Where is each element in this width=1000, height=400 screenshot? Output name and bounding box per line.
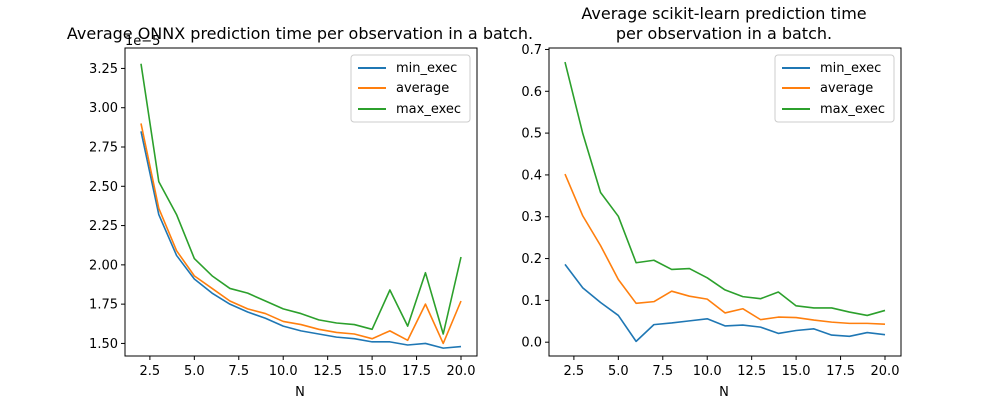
onnx-legend-box xyxy=(350,54,471,123)
onnx-chart-title: Average ONNX prediction time per observa… xyxy=(67,24,533,43)
onnx-y-tick-label: 2.00 xyxy=(89,258,118,273)
sklearn-legend-average-label: average xyxy=(820,81,873,96)
onnx-x-tick-label: 17.5 xyxy=(402,364,431,379)
sklearn-plot-frame xyxy=(548,47,902,357)
onnx-x-axis-label: N xyxy=(295,385,305,400)
sklearn-y-tick-label: 0.3 xyxy=(521,210,542,225)
sklearn-chart-title-line-2: per observation in a batch. xyxy=(616,24,832,43)
onnx-y-tick-label: 2.25 xyxy=(89,219,118,234)
sklearn-legend: min_exec average max_exec xyxy=(774,54,895,123)
sklearn-y-tick-label: 0.7 xyxy=(521,43,542,58)
onnx-y-offset-label: 1e−5 xyxy=(125,34,160,49)
onnx-plot-frame xyxy=(124,47,478,357)
sklearn-series-average-line xyxy=(564,173,886,326)
onnx-x-tick-label: 15.0 xyxy=(358,364,387,379)
sklearn-x-tick-label: 7.5 xyxy=(652,364,673,379)
onnx-y-tick-label: 1.50 xyxy=(89,337,118,352)
sklearn-legend-box xyxy=(774,54,895,123)
sklearn-x-tick-label: 17.5 xyxy=(826,364,855,379)
onnx-legend-max-exec-label: max_exec xyxy=(396,102,461,117)
sklearn-x-tick-label: 20.0 xyxy=(871,364,900,379)
sklearn-x-tick-label: 10.0 xyxy=(693,364,722,379)
onnx-series-average-line xyxy=(140,123,462,345)
sklearn-x-axis-label: N xyxy=(719,385,729,400)
onnx-x-tick-label: 10.0 xyxy=(269,364,298,379)
sklearn-y-tick-label: 0.4 xyxy=(521,168,542,183)
sklearn-y-tick-label: 0.1 xyxy=(521,294,542,309)
onnx-y-tick-label: 2.50 xyxy=(89,180,118,195)
sklearn-y-tick-label: 0.6 xyxy=(521,85,542,100)
sklearn-x-tick-label: 2.5 xyxy=(564,364,585,379)
onnx-x-tick-label: 2.5 xyxy=(140,364,161,379)
onnx-y-tick-label: 2.75 xyxy=(89,141,118,156)
sklearn-x-tick-label: 12.5 xyxy=(737,364,766,379)
sklearn-y-tick-label: 0.5 xyxy=(521,127,542,142)
sklearn-chart: Average scikit-learn prediction time per… xyxy=(521,4,902,400)
onnx-y-tick-label: 3.25 xyxy=(89,62,118,77)
onnx-x-tick-label: 12.5 xyxy=(313,364,342,379)
sklearn-legend-min-exec-label: min_exec xyxy=(820,61,881,76)
onnx-legend-min-exec-label: min_exec xyxy=(396,61,457,76)
onnx-y-tick-label: 3.00 xyxy=(89,101,118,116)
sklearn-chart-title-line-1: Average scikit-learn prediction time xyxy=(581,4,866,23)
sklearn-y-tick-label: 0.0 xyxy=(521,336,542,351)
onnx-legend: min_exec average max_exec xyxy=(350,54,471,123)
onnx-y-tick-label: 1.75 xyxy=(89,298,118,313)
onnx-x-tick-label: 20.0 xyxy=(447,364,476,379)
onnx-legend-average-label: average xyxy=(396,81,449,96)
sklearn-x-tick-label: 5.0 xyxy=(608,364,629,379)
sklearn-y-tick-label: 0.2 xyxy=(521,252,542,267)
sklearn-legend-max-exec-label: max_exec xyxy=(820,102,885,117)
onnx-x-tick-label: 7.5 xyxy=(228,364,249,379)
onnx-chart: Average ONNX prediction time per observa… xyxy=(67,24,533,400)
onnx-x-tick-label: 5.0 xyxy=(184,364,205,379)
sklearn-x-tick-label: 15.0 xyxy=(782,364,811,379)
onnx-series-max-exec-line xyxy=(140,63,462,335)
sklearn-series-max-exec-line xyxy=(564,61,886,317)
sklearn-series-min-exec-line xyxy=(564,263,886,343)
onnx-series-min-exec-line xyxy=(140,131,462,349)
